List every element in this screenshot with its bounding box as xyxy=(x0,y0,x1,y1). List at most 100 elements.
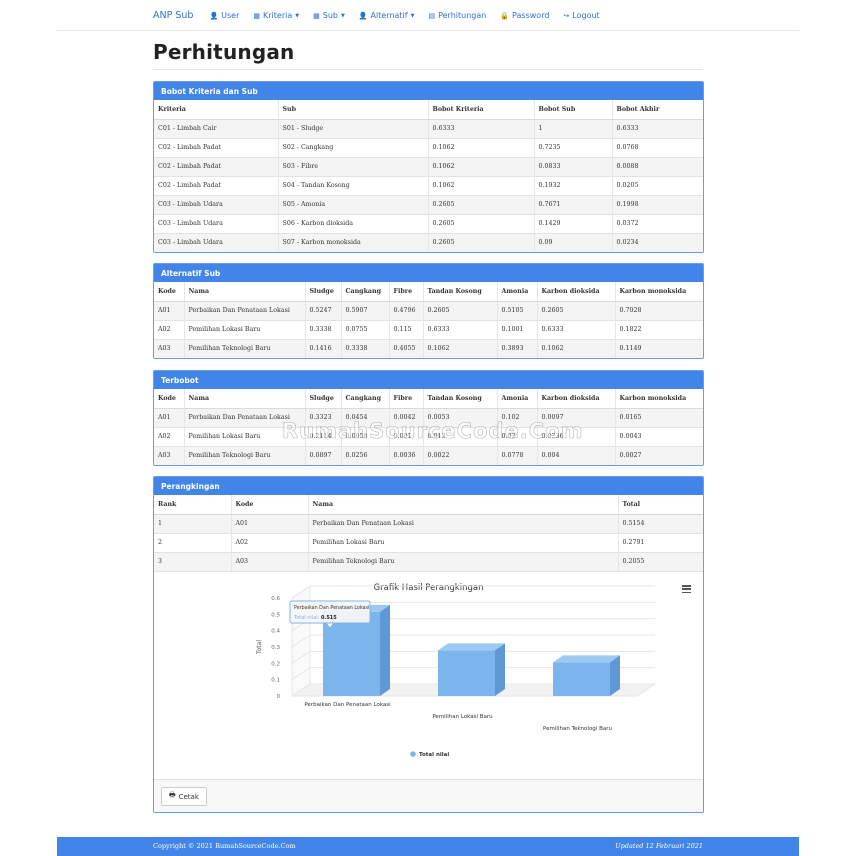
table-row: C03 - Limbah Udara S05 - Amonia 0.2605 0.76… xyxy=(154,194,703,214)
table-cell: 0.1062 xyxy=(427,175,534,195)
caret-down-icon: ▼ xyxy=(340,12,345,19)
table-cell: A02 xyxy=(154,319,184,339)
gridline xyxy=(291,634,311,648)
column-header: Nama xyxy=(183,282,305,302)
column-header: Kode xyxy=(230,495,308,515)
table-cell: C02 - Limbah Padat xyxy=(154,175,278,195)
table-cell: 0.0053 xyxy=(422,407,497,427)
table-cell: A02 xyxy=(154,426,184,446)
chart-bar[interactable] xyxy=(323,611,380,696)
column-header: Kode xyxy=(154,282,184,302)
table-cell: S01 - Sludge xyxy=(277,118,428,138)
updated-text: Updated 12 Februari 2021 xyxy=(615,842,703,850)
table-cell: 0.2605 xyxy=(427,232,534,252)
table-cell: 0.02 xyxy=(496,426,537,446)
table-cell: C03 - Limbah Udara xyxy=(154,213,278,233)
table-cell: 0.1932 xyxy=(533,175,612,195)
navbar-links: ANP Sub 👤 User ▦ Kriteria ▼ ▦ Sub ▼ 👤 Alternatif ▼… xyxy=(153,0,600,31)
x-tick-label: Perbaikan Dan Penataan Lokasi xyxy=(304,702,391,708)
chart-bar-top xyxy=(438,643,505,651)
chart-bar[interactable] xyxy=(553,662,610,696)
column-header: Sludge xyxy=(304,282,341,302)
table-cell: S03 - Fibre xyxy=(277,156,428,176)
y-tick-label: 0.1 xyxy=(271,678,280,684)
gridline xyxy=(291,650,311,664)
table-cell: 0.0036 xyxy=(388,445,423,465)
table-cell: 0.5154 xyxy=(617,513,703,533)
chart-menu-icon[interactable] xyxy=(682,585,691,593)
nav-item-sub[interactable]: ▦ Sub ▼ xyxy=(313,11,345,20)
column-header: Amonia xyxy=(496,389,537,409)
table-cell: 0.0833 xyxy=(533,156,612,176)
print-label: Cetak xyxy=(178,792,199,801)
x-tick-label: Pemilihan Teknologi Baru xyxy=(543,726,612,732)
panel-terbobot: Terbobot Kode Nama Sludge Cangkang Fibre Tand… xyxy=(153,370,704,466)
column-header: Karbon monoksida xyxy=(614,282,703,302)
table-row: A02 Pemilihan Lokasi Baru 0.3338 0.0755 0.11… xyxy=(154,319,703,339)
table-cell: 0.2114 xyxy=(304,426,341,446)
table-cell: 0.6333 xyxy=(422,319,497,339)
table-cell: 0.0755 xyxy=(340,319,389,339)
table-cell: 0.0234 xyxy=(611,232,703,252)
table-cell: 0.1822 xyxy=(614,319,703,339)
column-header: Sludge xyxy=(304,389,341,409)
table-row: 3 A03 Pemilihan Teknologi Baru 0.2055 xyxy=(154,551,703,571)
table-row: A02 Pemilihan Lokasi Baru 0.2114 0.0058 0.00… xyxy=(154,426,703,446)
table-cell: 0.0768 xyxy=(611,137,703,157)
calendar-icon: ▤ xyxy=(428,11,436,20)
table-cell: 3 xyxy=(154,551,231,571)
column-header: Nama xyxy=(307,495,618,515)
table-cell: 0.102 xyxy=(496,407,537,427)
print-button[interactable]: 🖶 Cetak xyxy=(161,787,207,806)
site-footer: Copyright © 2021 RumahSourceCode.Com Upd… xyxy=(57,837,799,856)
table-cell: C02 - Limbah Padat xyxy=(154,156,278,176)
nav-item-logout[interactable]: ↪ Logout xyxy=(563,11,599,20)
column-header: Karbon monoksida xyxy=(614,389,703,409)
nav-item-password[interactable]: 🔒 Password xyxy=(500,11,549,20)
table-cell: S02 - Cangkang xyxy=(277,137,428,157)
chart-bar[interactable] xyxy=(438,650,495,696)
nav-item-label: Perhitungan xyxy=(438,11,487,20)
table-cell: 0.3338 xyxy=(304,319,341,339)
table-cell: S07 - Karbon monoksida xyxy=(277,232,428,252)
table-cell: 0.3338 xyxy=(340,338,389,358)
table-cell: 0.1998 xyxy=(611,194,703,214)
y-tick-label: 0 xyxy=(277,694,281,700)
terbobot-table: Kode Nama Sludge Cangkang Fibre Tandan Kosong… xyxy=(154,389,703,465)
table-cell: 0.6333 xyxy=(611,118,703,138)
table-cell: 0.0778 xyxy=(496,445,537,465)
panel-heading: Alternatif Sub xyxy=(154,264,703,282)
legend-label[interactable]: Total nilai xyxy=(419,752,449,758)
gridline xyxy=(291,667,311,681)
nav-item-label: Password xyxy=(512,11,550,20)
table-cell: C03 - Limbah Udara xyxy=(154,232,278,252)
table-cell: 0.3323 xyxy=(304,407,341,427)
nav-item-alternatif[interactable]: 👤 Alternatif ▼ xyxy=(359,11,415,20)
column-header: Fibre xyxy=(388,389,423,409)
column-header: Rank xyxy=(154,495,231,515)
table-cell: S06 - Karbon dioksida xyxy=(277,213,428,233)
tooltip-pointer xyxy=(324,622,336,629)
table-cell: 0.0027 xyxy=(614,445,703,465)
table-cell: 0.1062 xyxy=(536,338,615,358)
nav-item-user[interactable]: 👤 User xyxy=(209,11,239,20)
brand-link[interactable]: ANP Sub xyxy=(153,10,194,21)
table-row: A03 Pemilihan Teknologi Baru 0.0897 0.0256 0… xyxy=(154,445,703,465)
table-cell: 0.001 xyxy=(388,426,423,446)
table-cell: 0.3893 xyxy=(496,338,537,358)
y-axis-title: Total xyxy=(256,640,263,655)
table-cell: 0.09 xyxy=(533,232,612,252)
table-cell: Pemilihan Lokasi Baru xyxy=(183,319,305,339)
nav-item-kriteria[interactable]: ▦ Kriteria ▼ xyxy=(253,11,299,20)
panel-heading: Perangkingan xyxy=(154,477,703,495)
table-cell: A01 xyxy=(154,300,184,320)
table-cell: 0.7028 xyxy=(614,300,703,320)
table-cell: 0.2791 xyxy=(617,532,703,552)
column-header: Cangkang xyxy=(340,389,389,409)
table-cell: A03 xyxy=(154,338,184,358)
table-row: C03 - Limbah Udara S06 - Karbon dioksida 0… xyxy=(154,213,703,233)
tooltip-value: 0.515 xyxy=(321,615,337,621)
nav-item-perhitungan[interactable]: ▤ Perhitungan xyxy=(428,11,486,20)
chart-bar-side xyxy=(495,643,505,696)
chart-bar-side xyxy=(380,604,390,696)
